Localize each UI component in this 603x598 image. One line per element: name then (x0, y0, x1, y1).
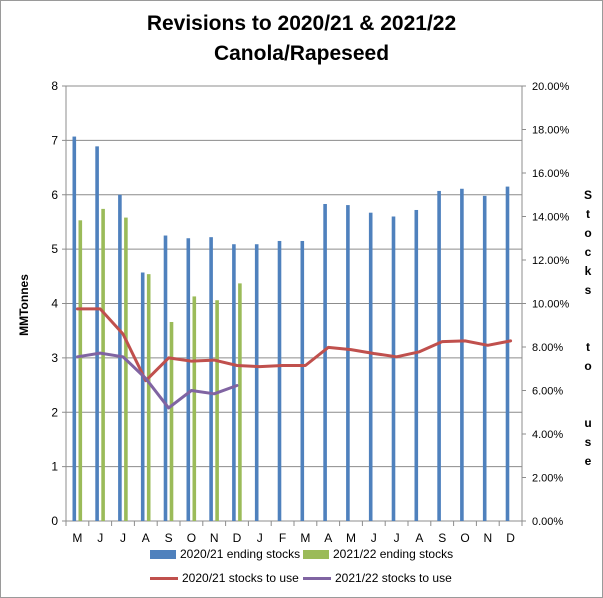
x-tick-label: N (483, 531, 492, 545)
y-tick-label: 7 (51, 133, 58, 147)
bar-2020-21-ending-stocks (437, 190, 441, 521)
x-tick-label: M (346, 531, 356, 545)
bar-2021-22-ending-stocks (146, 274, 151, 521)
y2-tick-label: 12.00% (532, 255, 570, 267)
x-tick-label: N (210, 531, 219, 545)
x-tick-label: O (187, 531, 196, 545)
legend-item-2021-22-ending-stocks: 2021/22 ending stocks (303, 547, 453, 561)
x-tick-label: J (257, 531, 263, 545)
legend-label-2021-22-ending-stocks: 2021/22 ending stocks (333, 547, 454, 561)
bar-2021-22-ending-stocks (215, 300, 219, 521)
bar-2020-21-ending-stocks (323, 203, 327, 521)
bar-2020-21-ending-stocks (300, 240, 305, 521)
legend-item-2020-21-stocks-to-use: 2020/21 stocks to use (150, 571, 299, 585)
chart-title-line-1: Revisions to 2020/21 & 2021/22 (146, 12, 457, 35)
chart-title-line-2: Canola/Rapeseed (213, 42, 390, 65)
y-tick-label: 4 (51, 297, 58, 311)
y-tick-label: 6 (51, 188, 58, 202)
bar-2021-22-ending-stocks (238, 283, 242, 521)
bar-2020-21-ending-stocks (482, 195, 487, 521)
y-tick-label: 1 (51, 460, 58, 474)
bar-2020-21-ending-stocks (232, 244, 236, 521)
x-tick-label: A (324, 531, 332, 545)
bar-2021-22-ending-stocks (169, 321, 174, 521)
line-2020-21-stocks-to-use (75, 307, 513, 383)
x-tick-label: M (300, 531, 310, 545)
bar-2020-21-ending-stocks (72, 136, 77, 521)
bar-2020-21-ending-stocks (391, 216, 396, 521)
y2-axis-title: S t o c k s t o u s e (583, 188, 592, 468)
x-tick-label: O (460, 531, 469, 545)
bar-2020-21-ending-stocks (346, 205, 350, 522)
y2-tick-label: 2.00% (532, 473, 563, 485)
legend-label-2020-21-stocks-to-use: 2020/21 stocks to use (182, 571, 299, 585)
y2-tick-label: 14.00% (532, 212, 570, 224)
bar-2020-21-ending-stocks (209, 237, 213, 521)
x-tick-label: A (142, 531, 150, 545)
bar-2020-21-ending-stocks (95, 146, 99, 521)
bar-2020-21-ending-stocks (186, 238, 191, 521)
y2-tick-label: 6.00% (532, 386, 563, 398)
x-tick-label: J (120, 531, 126, 545)
bar-2021-22-ending-stocks (192, 296, 197, 521)
legend-swatch-2021-22-ending-stocks (303, 549, 329, 559)
x-tick-label: A (415, 531, 423, 545)
y-tick-label: 8 (51, 79, 58, 93)
y-tick-label: 0 (51, 514, 58, 528)
x-tick-label: F (279, 531, 286, 545)
x-tick-label: J (371, 531, 377, 545)
legend-swatch-2020-21-stocks-to-use (150, 576, 178, 580)
y2-tick-label: 20.00% (532, 81, 570, 93)
legend-label-2020-21-ending-stocks: 2020/21 ending stocks (180, 547, 301, 561)
bar-2021-22-ending-stocks (78, 220, 83, 521)
y-tick-label: 5 (51, 242, 58, 256)
bar-2021-22-ending-stocks (101, 208, 105, 521)
bar-2020-21-ending-stocks (163, 235, 168, 521)
legend-label-2021-22-stocks-to-use: 2021/22 stocks to use (335, 571, 452, 585)
bar-2021-22-ending-stocks (124, 217, 128, 521)
y2-tick-label: 0.00% (532, 516, 563, 528)
legend-swatch-2020-21-ending-stocks (150, 549, 176, 559)
y-tick-label: 3 (51, 351, 58, 365)
bar-2020-21-ending-stocks (277, 240, 282, 521)
bar-2020-21-ending-stocks (368, 212, 373, 521)
legend-swatch-2021-22-stocks-to-use (303, 576, 331, 580)
y2-tick-label: 8.00% (532, 342, 563, 354)
x-tick-label: D (506, 531, 515, 545)
y-tick-label: 2 (51, 405, 58, 419)
bar-2020-21-ending-stocks (140, 272, 145, 521)
x-tick-label: J (97, 531, 103, 545)
y2-tick-label: 4.00% (532, 429, 563, 441)
bar-2020-21-ending-stocks (118, 194, 122, 521)
y2-tick-label: 18.00% (532, 125, 570, 137)
legend-item-2021-22-stocks-to-use: 2021/22 stocks to use (303, 571, 452, 585)
line-2021-22-stocks-to-use (75, 351, 239, 410)
legend-item-2020-21-ending-stocks: 2020/21 ending stocks (150, 547, 300, 561)
x-tick-label: M (72, 531, 82, 545)
bar-2020-21-ending-stocks (460, 188, 464, 522)
x-tick-label: D (233, 531, 242, 545)
x-tick-label: S (165, 531, 173, 545)
x-tick-label: S (438, 531, 446, 545)
bar-2020-21-ending-stocks (414, 209, 419, 521)
bar-2020-21-ending-stocks (505, 186, 510, 521)
bar-2020-21-ending-stocks (254, 244, 259, 521)
x-tick-label: J (394, 531, 400, 545)
y2-tick-label: 16.00% (532, 168, 570, 180)
y2-tick-label: 10.00% (532, 299, 570, 311)
